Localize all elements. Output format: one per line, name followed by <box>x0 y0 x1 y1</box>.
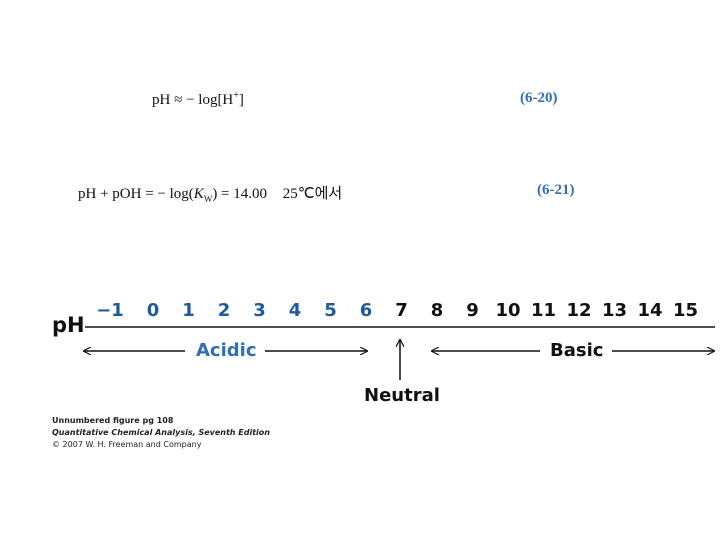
equation-1: pH ≈ − log[H+] <box>152 90 244 109</box>
tick-label: 11 <box>530 300 557 321</box>
tick-label: 0 <box>146 300 160 321</box>
tick-label: 2 <box>217 300 231 321</box>
tick-label: −1 <box>96 300 124 321</box>
eq-sub: W <box>203 194 213 204</box>
eq-text: pH + pOH = − log( <box>78 186 194 202</box>
tick-label: 15 <box>672 300 699 321</box>
tick-label: 1 <box>182 300 195 321</box>
neutral-label: Neutral <box>364 385 440 406</box>
eq-text: ) = 14.00 <box>212 186 268 202</box>
eq-condition: 25℃에서 <box>282 186 343 202</box>
tick-label: 12 <box>566 300 592 321</box>
eq-text: pH ≈ − log[H <box>152 92 234 108</box>
tick-label: 3 <box>253 300 266 321</box>
basic-label: Basic <box>550 340 604 361</box>
caption: Quantitative Chemical Analysis, Seventh … <box>52 428 270 437</box>
tick-label: 4 <box>288 300 302 321</box>
eq-sup: + <box>233 90 239 101</box>
tick-label: 14 <box>637 300 663 321</box>
eq-text: K <box>193 186 204 202</box>
caption: Unnumbered figure pg 108 <box>52 416 174 425</box>
eq-text: ] <box>238 92 244 108</box>
tick-label: 5 <box>324 300 337 321</box>
tick-label: 8 <box>430 300 444 321</box>
equation-2: pH + pOH = − log(KW) = 14.00 25℃에서 <box>78 182 342 204</box>
tick-label: 13 <box>601 300 628 321</box>
acidic-label: Acidic <box>196 340 257 361</box>
scale-label: pH <box>52 313 85 337</box>
tick-label: 10 <box>495 300 521 321</box>
equation-number: (6-21) <box>537 182 575 198</box>
tick-label: 9 <box>466 300 479 321</box>
tick-label: 7 <box>395 300 408 321</box>
tick-label: 6 <box>359 300 373 321</box>
caption: © 2007 W. H. Freeman and Company <box>52 440 202 449</box>
equation-number: (6-20) <box>520 90 558 106</box>
